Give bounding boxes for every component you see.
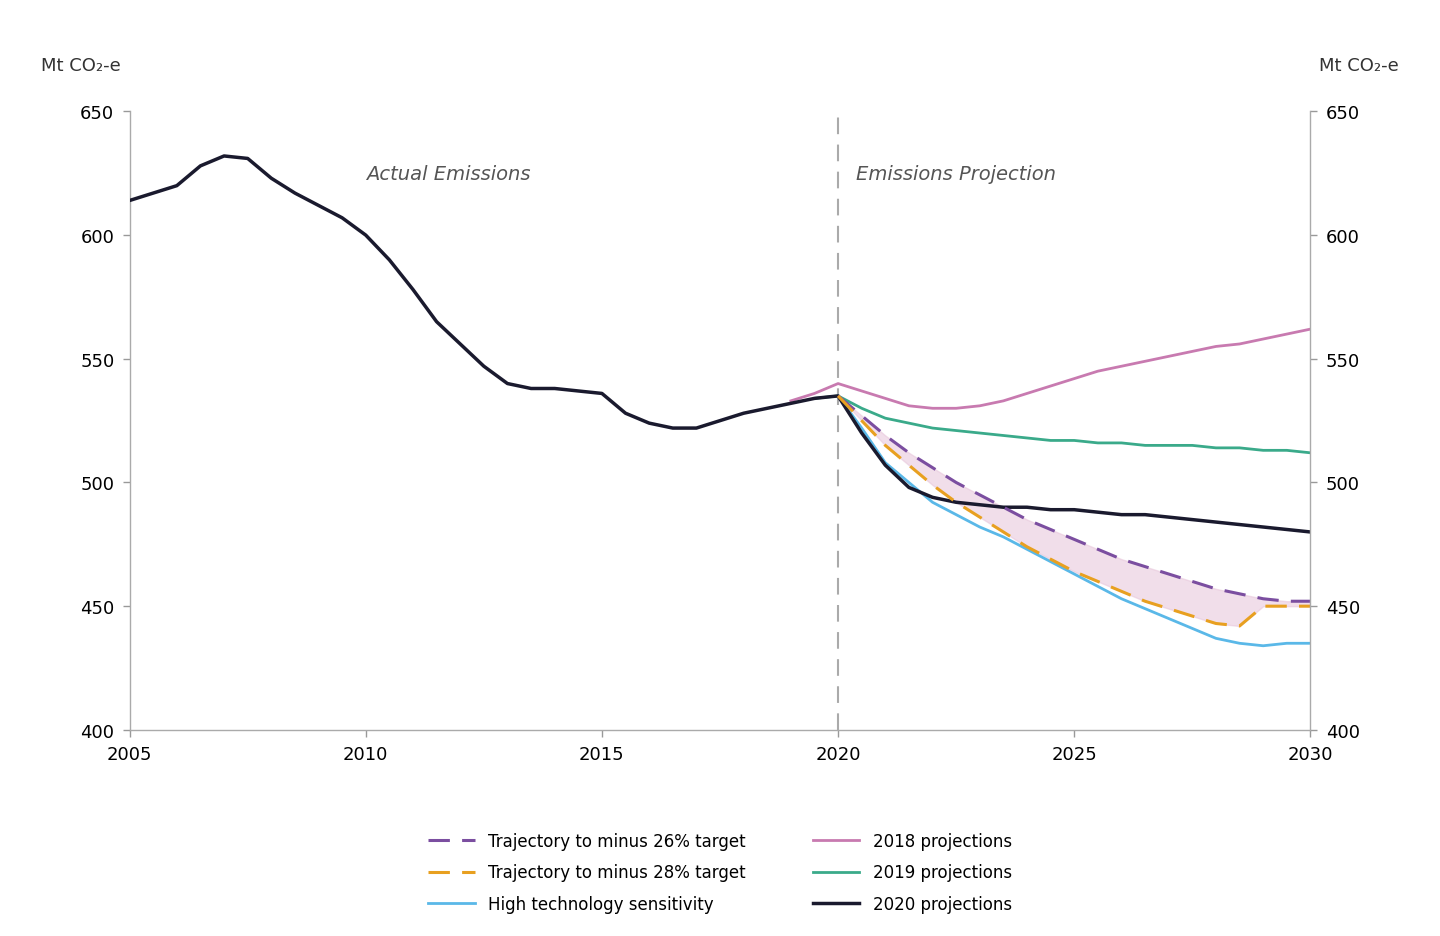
Text: Mt CO₂-e: Mt CO₂-e	[1319, 57, 1400, 75]
Legend: Trajectory to minus 26% target, Trajectory to minus 28% target, High technology : Trajectory to minus 26% target, Trajecto…	[422, 826, 1018, 919]
Text: Actual Emissions: Actual Emissions	[366, 165, 531, 183]
Text: Emissions Projection: Emissions Projection	[857, 165, 1056, 183]
Text: Mt CO₂-e: Mt CO₂-e	[40, 57, 121, 75]
